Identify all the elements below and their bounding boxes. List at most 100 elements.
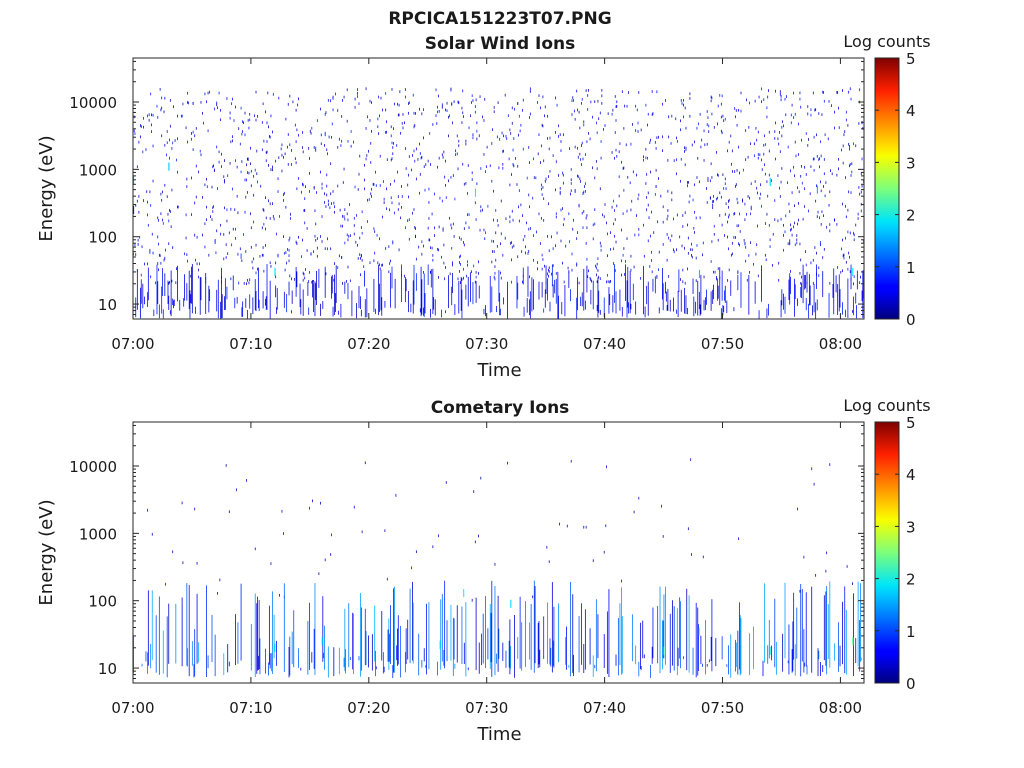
heatmap-cell <box>833 268 835 315</box>
heatmap-cell <box>496 245 498 248</box>
heatmap-cell <box>230 140 232 144</box>
heatmap-cell <box>656 276 658 279</box>
heatmap-cell <box>223 233 225 236</box>
heatmap-cell <box>616 104 618 108</box>
heatmap-cell <box>848 251 850 255</box>
heatmap-cell <box>662 535 664 538</box>
heatmap-cell <box>232 135 233 139</box>
heatmap-cell <box>559 133 561 136</box>
heatmap-cell <box>792 621 794 672</box>
heatmap-cell <box>435 88 437 92</box>
heatmap-cell <box>358 172 360 176</box>
heatmap-cell <box>190 274 192 278</box>
heatmap-cell <box>326 193 328 197</box>
heatmap-cell <box>145 651 147 662</box>
heatmap-cell <box>771 645 773 661</box>
heatmap-cell <box>257 267 258 271</box>
heatmap-cell <box>502 253 504 257</box>
heatmap-cell <box>739 602 740 670</box>
heatmap-cell <box>269 217 271 220</box>
heatmap-cell <box>390 605 391 664</box>
heatmap-cell <box>813 157 815 161</box>
heatmap-cell <box>856 305 857 319</box>
heatmap-cell <box>604 124 606 127</box>
heatmap-cell <box>243 233 244 236</box>
heatmap-cell <box>720 129 722 133</box>
heatmap-cell <box>250 162 251 166</box>
heatmap-cell <box>301 182 303 186</box>
heatmap-cell <box>435 114 437 118</box>
heatmap-cell <box>146 190 148 193</box>
colorbar-tick-label: 2 <box>906 207 916 225</box>
heatmap-cell <box>529 116 530 119</box>
heatmap-cell <box>680 179 681 183</box>
heatmap-cell <box>436 122 438 125</box>
heatmap-cell <box>397 195 399 198</box>
heatmap-cell <box>321 215 323 218</box>
heatmap-cell <box>186 185 188 188</box>
heatmap-cell <box>413 264 415 305</box>
heatmap-cell <box>703 275 705 279</box>
heatmap-cell <box>630 142 632 146</box>
heatmap-cell <box>467 263 468 267</box>
heatmap-cell <box>777 219 779 223</box>
heatmap-cell <box>667 159 669 162</box>
heatmap-cell <box>843 133 845 137</box>
heatmap-cell <box>408 237 410 241</box>
heatmap-cell <box>474 280 476 284</box>
heatmap-cell <box>448 115 449 119</box>
heatmap-cell <box>786 181 788 185</box>
heatmap-cell <box>731 170 733 173</box>
heatmap-cell <box>461 289 463 319</box>
heatmap-cell <box>212 165 214 169</box>
heatmap-cell <box>487 628 489 660</box>
heatmap-cell <box>680 289 682 312</box>
heatmap-cell <box>383 197 385 201</box>
heatmap-cell <box>727 149 729 153</box>
heatmap-cell <box>845 609 847 675</box>
heatmap-cell <box>700 635 702 665</box>
heatmap-cell <box>845 260 847 264</box>
heatmap-cell <box>713 232 715 236</box>
heatmap-cell <box>315 146 317 150</box>
heatmap-cell <box>392 146 394 149</box>
heatmap-cell <box>191 263 193 314</box>
heatmap-cell <box>182 561 184 565</box>
heatmap-cell <box>334 274 336 315</box>
heatmap-cell <box>421 279 423 315</box>
heatmap-cell <box>255 243 257 247</box>
heatmap-cell <box>249 294 251 309</box>
heatmap-cell <box>231 102 233 106</box>
heatmap-cell <box>779 92 781 96</box>
heatmap-cell <box>512 163 514 166</box>
heatmap-cell <box>829 190 831 194</box>
heatmap-cell <box>623 188 625 192</box>
heatmap-cell <box>712 203 714 207</box>
heatmap-cell <box>365 631 367 666</box>
heatmap-cell <box>169 156 170 160</box>
heatmap-cell <box>357 88 358 91</box>
heatmap-cell <box>775 641 777 675</box>
heatmap-cell <box>744 242 746 245</box>
heatmap-cell <box>430 163 431 166</box>
heatmap-cell <box>784 582 786 659</box>
heatmap-cell <box>543 308 545 313</box>
heatmap-cell <box>249 278 251 282</box>
heatmap-cell <box>463 227 465 230</box>
heatmap-cell <box>220 118 222 122</box>
heatmap-cell <box>595 266 597 270</box>
heatmap-cell <box>578 204 580 208</box>
heatmap-cell <box>705 620 707 675</box>
heatmap-cell <box>802 217 804 221</box>
heatmap-cell <box>496 653 497 664</box>
heatmap-cell <box>256 172 258 176</box>
heatmap-cell <box>667 189 669 193</box>
heatmap-cell <box>576 263 578 267</box>
heatmap-cell <box>450 604 452 661</box>
heatmap-cell <box>428 217 430 220</box>
heatmap-cell <box>495 209 497 212</box>
heatmap-cell <box>441 199 443 203</box>
heatmap-cell <box>573 109 575 113</box>
heatmap-cell <box>625 260 626 263</box>
heatmap-cell <box>710 636 712 662</box>
